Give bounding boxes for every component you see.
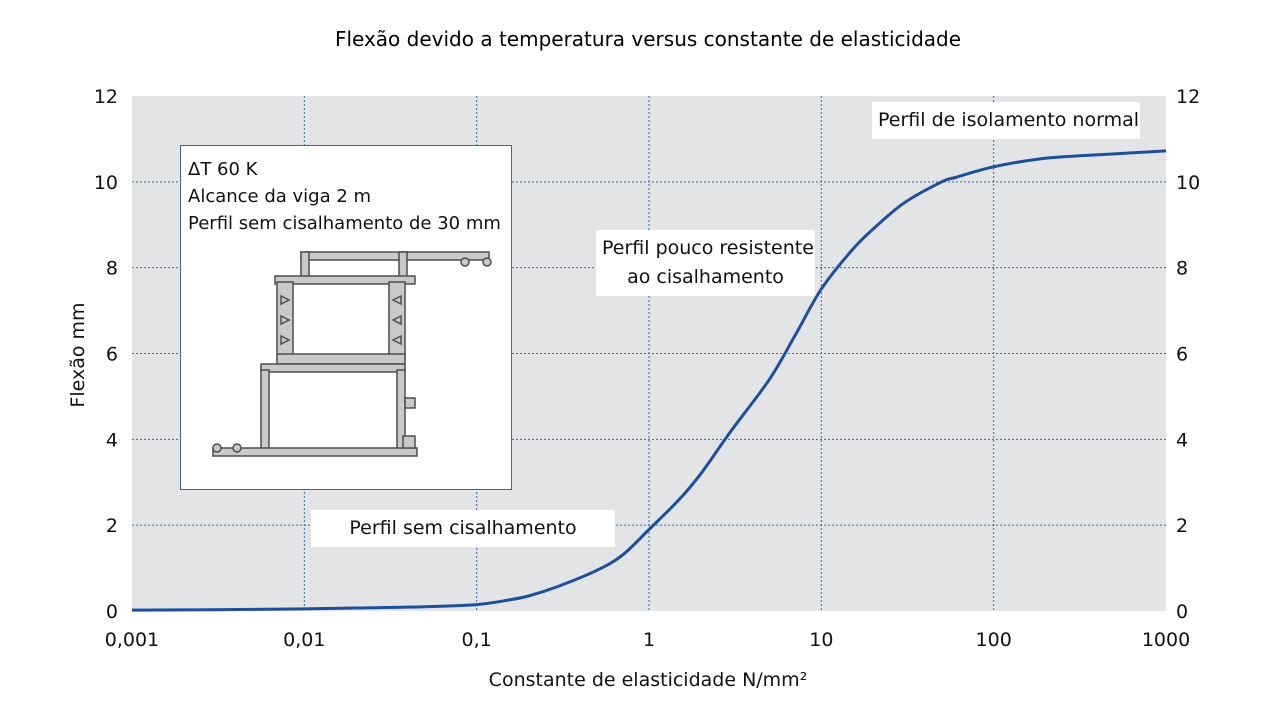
y-tick-label-left: 6	[106, 344, 118, 366]
inset-box: ΔT 60 K Alcance da viga 2 m Perfil sem c…	[180, 145, 512, 490]
x-tick-label: 0,001	[105, 629, 159, 651]
y-axis-left: 0 2 4 6 8 10 12	[94, 86, 118, 623]
x-tick-label: 0,01	[283, 629, 325, 651]
y-tick-label-left: 10	[94, 172, 118, 194]
y-tick-label-right: 4	[1176, 429, 1188, 451]
chart-title: Flexão devido a temperatura versus const…	[335, 27, 961, 51]
x-tick-label: 1	[643, 629, 655, 651]
y-tick-label-left: 4	[106, 429, 118, 451]
inset-text: ΔT 60 K Alcance da viga 2 m Perfil sem c…	[188, 156, 501, 237]
y-tick-label-right: 6	[1176, 344, 1188, 366]
inset-line-span: Alcance da viga 2 m	[188, 186, 372, 207]
y-axis-right: 0 2 4 6 8 10 12	[1176, 86, 1200, 623]
annotation-shear-free-text: Perfil sem cisalhamento	[349, 517, 577, 539]
x-axis: 0,001 0,01 0,1 1 10 100 1000	[105, 629, 1190, 651]
series-line	[131, 149, 1167, 612]
y-tick-label-left: 8	[106, 258, 118, 280]
x-tick-label: 10	[809, 629, 833, 651]
y-axis-label: Flexão mm	[67, 302, 89, 407]
annotation-shear-free: Perfil sem cisalhamento	[311, 510, 615, 547]
annotation-normal: Perfil de isolamento normal	[872, 102, 1140, 139]
y-tick-label-left: 0	[106, 601, 118, 623]
y-tick-label-left: 2	[106, 515, 118, 537]
annotation-low-shear-line-1: Perfil pouco resistente	[602, 237, 814, 259]
x-axis-label: Constante de elasticidade N/mm²	[489, 669, 808, 691]
y-tick-label-left: 12	[94, 86, 118, 108]
x-tick-label: 0,1	[462, 629, 492, 651]
y-tick-label-right: 10	[1176, 172, 1200, 194]
x-tick-label: 1000	[1142, 629, 1190, 651]
y-tick-label-right: 0	[1176, 601, 1188, 623]
inset-line-delta-t: ΔT 60 K	[188, 159, 258, 180]
y-tick-label-right: 2	[1176, 515, 1188, 537]
x-tick-label: 100	[976, 629, 1012, 651]
y-tick-label-right: 12	[1176, 86, 1200, 108]
annotation-low-shear-line-2: ao cisalhamento	[627, 266, 784, 288]
inset-line-profile: Perfil sem cisalhamento de 30 mm	[188, 213, 501, 234]
profile-cross-section-drawing	[212, 251, 492, 457]
y-tick-label-right: 8	[1176, 258, 1188, 280]
annotation-normal-text: Perfil de isolamento normal	[878, 109, 1140, 131]
annotation-low-shear: Perfil pouco resistente ao cisalhamento	[596, 230, 815, 296]
